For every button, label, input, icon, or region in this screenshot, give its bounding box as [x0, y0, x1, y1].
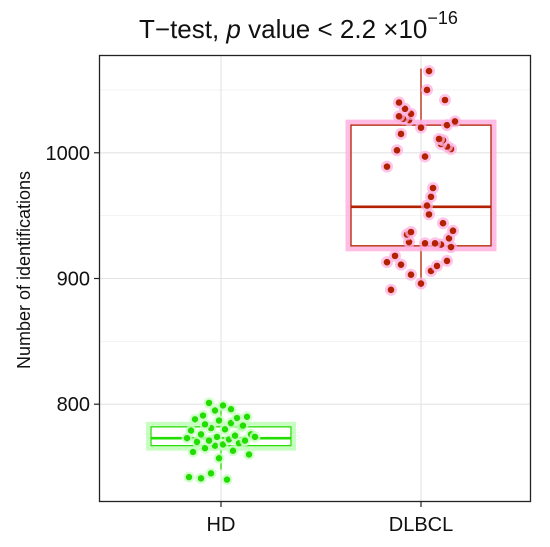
plot-data	[146, 65, 497, 486]
data-point	[185, 473, 193, 481]
data-point	[215, 417, 223, 424]
data-point	[197, 475, 205, 482]
data-point	[251, 433, 259, 441]
data-point	[421, 240, 429, 247]
chart-title-prefix: T−test,	[139, 14, 226, 44]
data-point	[201, 421, 209, 428]
data-point	[207, 470, 215, 477]
data-point	[395, 99, 403, 106]
data-point	[193, 438, 201, 446]
data-point	[393, 146, 401, 154]
y-tick-label: 800	[57, 394, 90, 416]
group-dlbcl	[345, 65, 497, 296]
data-point	[211, 442, 219, 449]
data-point	[407, 228, 415, 236]
x-tick-label: HD	[207, 514, 236, 536]
data-point	[191, 416, 199, 423]
data-point	[429, 184, 437, 192]
data-point	[433, 262, 441, 270]
data-point	[451, 118, 459, 125]
y-tick-label: 900	[57, 269, 90, 291]
data-point	[227, 406, 235, 413]
data-point	[205, 399, 213, 407]
data-point	[233, 414, 241, 422]
data-point	[231, 432, 239, 439]
chart-title: T−test, p value < 2.2 ×10−16	[139, 8, 458, 44]
data-point	[423, 86, 431, 94]
data-point	[213, 433, 221, 441]
chart-title-exponent: −16	[427, 8, 458, 28]
data-point	[215, 455, 223, 462]
data-point	[383, 163, 391, 170]
data-point	[383, 258, 391, 266]
data-point	[391, 252, 399, 260]
data-point	[183, 434, 191, 442]
data-point	[395, 113, 403, 120]
data-point	[401, 105, 409, 113]
data-point	[443, 121, 451, 129]
data-point	[245, 451, 253, 458]
y-axis: 800 900 1000	[46, 143, 100, 416]
data-point	[187, 427, 195, 434]
data-point	[239, 422, 247, 429]
data-point	[243, 413, 251, 420]
data-point	[223, 476, 231, 483]
data-point	[417, 124, 425, 131]
grid-lines	[100, 56, 530, 501]
chart-title-middle: value < 2.2 ×10	[241, 14, 427, 44]
data-point	[197, 431, 205, 438]
data-point	[205, 437, 213, 444]
data-point	[407, 271, 415, 279]
data-point	[387, 286, 395, 294]
data-point	[211, 407, 219, 414]
data-point	[227, 419, 235, 427]
x-tick-label: DLBCL	[389, 514, 453, 536]
data-point	[219, 402, 227, 409]
data-point	[449, 227, 457, 235]
data-point	[241, 437, 249, 444]
data-point	[423, 202, 431, 209]
data-point	[201, 445, 209, 452]
data-point	[229, 447, 237, 454]
data-point	[445, 234, 453, 242]
data-point	[421, 153, 429, 160]
x-axis: HD DLBCL	[207, 501, 453, 536]
data-point	[441, 96, 449, 104]
data-point	[221, 426, 229, 433]
data-point	[427, 193, 435, 201]
data-point	[417, 280, 425, 287]
data-point	[425, 67, 433, 75]
data-point	[431, 240, 439, 247]
data-point	[443, 257, 451, 265]
data-point	[435, 135, 443, 143]
data-point	[189, 448, 197, 456]
data-point	[425, 211, 433, 218]
data-point	[199, 412, 207, 419]
data-point	[439, 219, 447, 227]
data-point	[397, 261, 405, 268]
y-axis-title: Number of identifications	[14, 171, 34, 369]
chart-title-p-symbol: p	[225, 14, 240, 44]
data-point	[447, 243, 455, 251]
data-point	[397, 130, 405, 138]
group-hd	[146, 397, 296, 486]
y-tick-label: 1000	[46, 143, 91, 165]
data-point	[219, 441, 227, 448]
